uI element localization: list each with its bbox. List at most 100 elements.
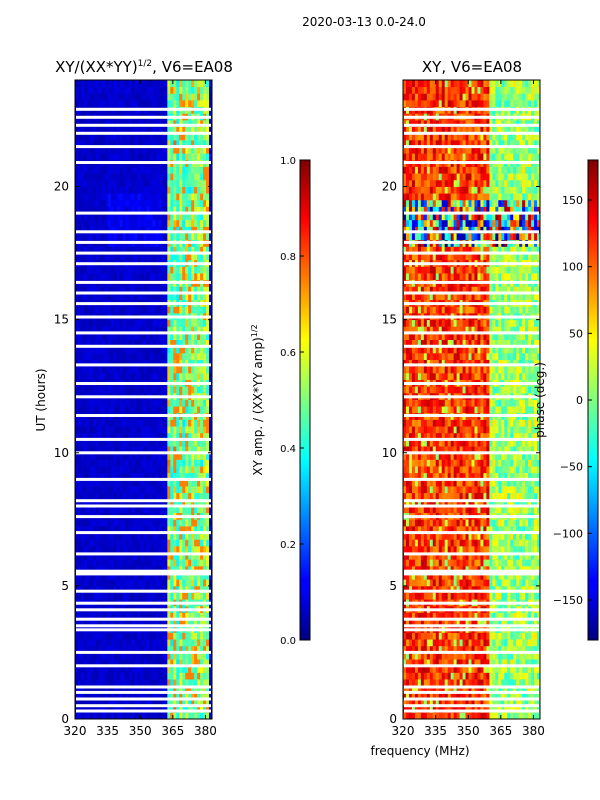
amp-cell — [185, 359, 189, 367]
amp-cell — [125, 86, 130, 94]
amp-cell — [173, 692, 177, 700]
phase-cell — [405, 712, 410, 719]
amp-cell — [152, 432, 156, 440]
amp-cell — [155, 246, 159, 254]
phase-cell — [432, 685, 437, 693]
amp-cell — [146, 273, 150, 281]
amp-cell — [185, 679, 189, 687]
amp-cell — [83, 133, 88, 141]
amp-cell — [197, 419, 201, 427]
amp-cell — [119, 193, 124, 201]
amp-cell — [107, 439, 112, 447]
amp-cell — [158, 592, 162, 600]
amp-cell — [75, 366, 79, 374]
amp-cell — [167, 372, 171, 380]
phase-cell — [483, 672, 487, 680]
phase-cell — [459, 705, 463, 713]
amp-cell — [164, 519, 168, 527]
amp-cell — [119, 612, 124, 620]
phase-cell — [483, 659, 487, 667]
amp-cell — [110, 286, 115, 294]
amp-cell — [203, 173, 207, 181]
phase-cell — [429, 652, 434, 660]
amp-cell — [209, 452, 212, 460]
amp-cell — [122, 319, 127, 327]
amp-cell — [95, 446, 100, 454]
amp-cell — [119, 492, 124, 500]
amp-cell — [191, 273, 195, 281]
amp-cell — [158, 585, 162, 593]
amp-cell — [170, 146, 174, 154]
amp-cell — [83, 426, 88, 434]
amp-cell — [143, 219, 147, 227]
amp-cell — [143, 525, 147, 534]
amp-cell — [170, 186, 174, 194]
amp-cell — [107, 659, 112, 667]
amp-cell — [149, 492, 153, 500]
amp-cell — [86, 193, 91, 201]
amp-cell — [206, 206, 210, 214]
phase-cell — [519, 692, 523, 700]
amp-cell — [131, 432, 135, 440]
phase-cell — [501, 652, 505, 660]
amp-cell — [83, 685, 88, 693]
phase-cell — [450, 652, 455, 660]
amp-cell — [137, 226, 141, 234]
amp-cell — [197, 372, 201, 380]
amp-cell — [200, 359, 204, 367]
amp-cell — [134, 665, 138, 673]
amp-cell — [77, 119, 82, 127]
amp-cell — [83, 193, 88, 201]
amp-cell — [128, 199, 132, 207]
amp-cell — [185, 126, 189, 134]
amp-cell — [179, 565, 183, 573]
amp-cell — [170, 293, 174, 301]
amp-cell — [107, 193, 112, 201]
amp-cell — [125, 712, 130, 719]
amp-cell — [140, 352, 144, 360]
amp-cell — [137, 173, 141, 181]
amp-cell — [182, 193, 186, 201]
amp-cell — [101, 545, 106, 553]
amp-cell — [77, 699, 82, 707]
amp-cell — [164, 319, 168, 327]
amp-cell — [80, 386, 85, 394]
amp-cell — [206, 452, 210, 460]
amp-cell — [164, 585, 168, 593]
phase-cell — [468, 659, 472, 667]
amp-cell — [206, 246, 210, 254]
phase-cell — [516, 705, 520, 713]
amp-cell — [203, 579, 207, 587]
amp-cell — [92, 153, 97, 161]
amp-cell — [110, 80, 115, 88]
amp-cell — [194, 406, 198, 414]
amp-cell — [92, 372, 97, 380]
amp-cell — [89, 359, 94, 367]
amp-cell — [95, 226, 100, 234]
amp-cell — [110, 685, 115, 693]
amp-cell — [128, 479, 132, 487]
amp-cell — [83, 399, 88, 407]
amp-cell — [98, 86, 103, 94]
phase-cell — [435, 652, 440, 660]
amp-cell — [179, 506, 183, 514]
amp-cell — [113, 552, 118, 560]
phase-cell — [513, 712, 517, 719]
amp-cell — [92, 619, 97, 627]
amp-cell — [185, 93, 189, 101]
amp-cell — [188, 692, 192, 700]
amp-cell — [182, 366, 186, 374]
amp-cell — [80, 699, 85, 707]
amp-cell — [107, 226, 112, 234]
amp-cell — [125, 186, 130, 194]
amp-cell — [110, 645, 115, 653]
amp-cell — [185, 452, 189, 460]
amp-cell — [197, 273, 201, 281]
amp-cell — [122, 332, 127, 340]
amp-cell — [176, 672, 180, 680]
amp-cell — [188, 632, 192, 640]
amp-cell — [110, 233, 115, 241]
amp-cell — [77, 466, 82, 474]
amp-cell — [89, 179, 94, 187]
amp-cell — [209, 432, 212, 440]
